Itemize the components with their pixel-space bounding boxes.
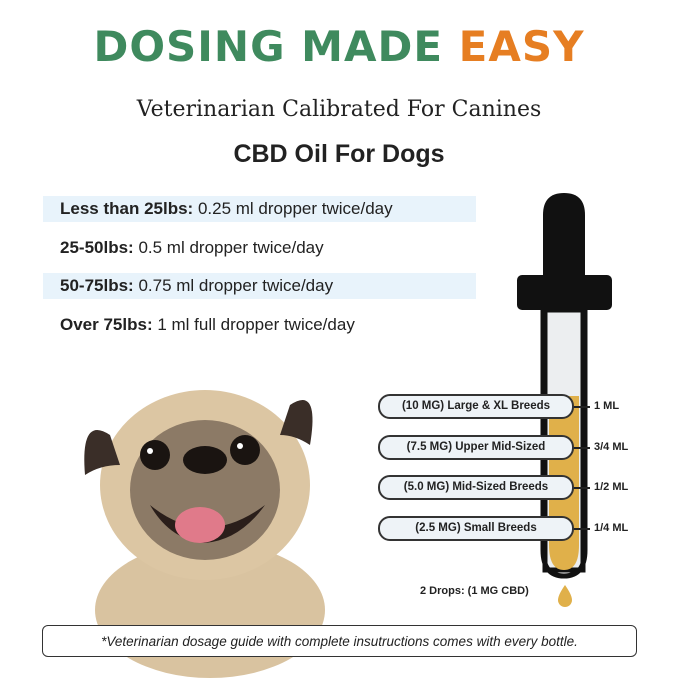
drop-icon: [558, 585, 572, 607]
dose: 0.75 ml dropper twice/day: [138, 276, 334, 295]
weight: Over 75lbs:: [60, 315, 153, 334]
volume-label: 1/4 ML: [594, 522, 629, 534]
footer-note: *Veterinarian dosage guide with complete…: [42, 625, 637, 657]
volume-label: 1 ML: [594, 400, 620, 412]
marker-label: (2.5 MG) Small Breeds: [378, 516, 574, 541]
tick-line: [572, 528, 590, 530]
weight: Less than 25lbs:: [60, 199, 194, 218]
headline: DOSING MADE EASY: [0, 22, 678, 71]
dosage-row: Less than 25lbs: 0.25 ml dropper twice/d…: [43, 196, 476, 222]
weight: 50-75lbs:: [60, 276, 134, 295]
marker-label: (7.5 MG) Upper Mid-Sized: [378, 435, 574, 460]
dose: 0.25 ml dropper twice/day: [197, 199, 393, 218]
tick-line: [572, 447, 590, 449]
tick-line: [572, 406, 590, 408]
dose: 0.5 ml dropper twice/day: [138, 238, 324, 257]
weight: 25-50lbs:: [60, 238, 134, 257]
marker-label: (5.0 MG) Mid-Sized Breeds: [378, 475, 574, 500]
dose: 1 ml full dropper twice/day: [157, 315, 355, 334]
marker-label: (10 MG) Large & XL Breeds: [378, 394, 574, 419]
tick-line: [572, 487, 590, 489]
headline-orange: EASY: [458, 22, 585, 71]
subtitle: Veterinarian Calibrated For Canines: [136, 97, 542, 122]
dosage-row: 25-50lbs: 0.5 ml dropper twice/day: [43, 235, 476, 261]
product-title: CBD Oil For Dogs: [233, 140, 445, 168]
volume-label: 3/4 ML: [594, 441, 629, 453]
dosage-row: Over 75lbs: 1 ml full dropper twice/day: [43, 312, 476, 338]
dosage-row: 50-75lbs: 0.75 ml dropper twice/day: [43, 273, 476, 299]
drops-note: 2 Drops: (1 MG CBD): [420, 585, 529, 597]
headline-green: DOSING MADE: [93, 22, 444, 71]
volume-label: 1/2 ML: [594, 481, 629, 493]
